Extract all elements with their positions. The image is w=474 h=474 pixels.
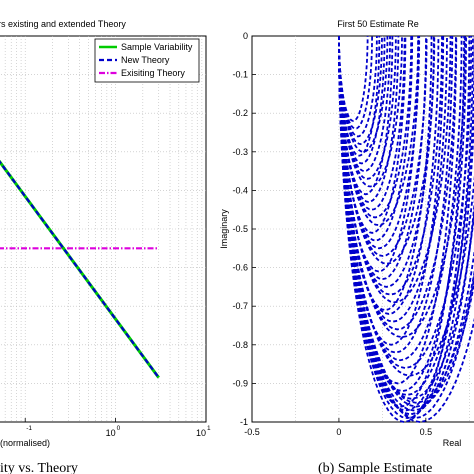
estimate-curve: [338, 35, 474, 408]
right-x-tick-label: 0: [336, 427, 341, 437]
left-x-tick-base: 10: [196, 428, 206, 438]
right-y-tick-label: -0.8: [232, 340, 248, 350]
estimate-curve: [338, 35, 413, 219]
estimate-curve: [338, 35, 474, 412]
right-y-tick-label: -0.3: [232, 147, 248, 157]
right-chart: First 50 Estimate Re 0 -0.1 -0.2 -0.3 -0.4 -0…: [219, 19, 474, 474]
right-chart-title: First 50 Estimate Re: [337, 19, 419, 29]
left-chart: rs existing and extended Theory -1 10 0 10 1…: [0, 19, 211, 474]
legend-label-new-theory: New Theory: [121, 55, 170, 65]
left-legend: Sample Variability New Theory Exisiting …: [94, 38, 200, 83]
estimate-curve: [338, 35, 458, 385]
left-x-tick-exponent: -1: [26, 425, 32, 432]
estimate-curve: [338, 35, 427, 281]
right-y-axis-label: Imaginary: [219, 209, 229, 249]
right-x-axis-label: Real: [443, 438, 462, 448]
right-y-tick-label: -0.5: [232, 224, 248, 234]
left-lines: [0, 159, 160, 379]
estimate-curve: [338, 35, 419, 227]
estimate-curve: [338, 35, 378, 138]
right-y-tick-label: -0.4: [232, 185, 248, 195]
left-x-tick-exponent: 0: [117, 425, 121, 432]
right-y-tick-label: -0.6: [232, 263, 248, 273]
legend-label-existing-theory: Exisiting Theory: [121, 68, 185, 78]
right-x-tick-label: 0.5: [420, 427, 433, 437]
estimate-curve: [338, 35, 386, 165]
right-y-tick-label: -0.2: [232, 108, 248, 118]
left-x-tick-base: 10: [106, 428, 116, 438]
right-y-tick-label: -0.1: [232, 70, 248, 80]
estimate-curve: [338, 35, 397, 180]
right-y-tick-label: -0.7: [232, 301, 248, 311]
left-chart-title: rs existing and extended Theory: [0, 19, 126, 29]
estimate-curve: [338, 35, 466, 339]
series-line-new-theory: [0, 160, 160, 379]
left-x-axis-label: (normalised): [0, 438, 50, 448]
left-x-tick-exponent: 1: [207, 425, 211, 432]
estimate-curve: [338, 35, 463, 362]
estimate-curve: [338, 35, 400, 203]
left-x-ticks: -1 10 0 10 1: [24, 418, 211, 438]
estimate-curve: [338, 35, 445, 346]
estimate-curve: [338, 35, 403, 188]
right-caption: (b) Sample Estimate: [318, 461, 432, 474]
right-x-tick-label: -0.5: [244, 427, 260, 437]
legend-label-sample-variability: Sample Variability: [121, 42, 193, 52]
estimate-curve: [338, 35, 474, 412]
right-x-ticks: -0.5 0 0.5: [244, 418, 432, 437]
right-y-tick-label: -0.9: [232, 378, 248, 388]
right-y-tick-label: 0: [243, 31, 248, 41]
estimate-curve: [338, 35, 452, 304]
estimate-curve: [338, 35, 471, 423]
right-curves: [338, 35, 474, 423]
right-y-ticks: 0 -0.1 -0.2 -0.3 -0.4 -0.5 -0.6 -0.7 -0.8 -0.9 -1: [232, 31, 256, 427]
left-caption: ity vs. Theory: [0, 461, 78, 474]
estimate-curve: [338, 35, 474, 423]
right-y-tick-label: -1: [240, 417, 248, 427]
